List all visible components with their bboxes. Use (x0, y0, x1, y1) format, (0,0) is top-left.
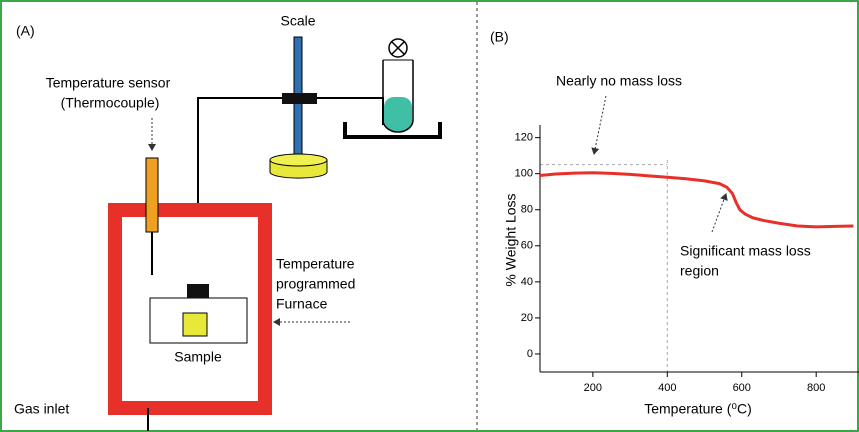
sensor-label: (Thermocouple) (61, 95, 160, 111)
furnace-label: Temperature (276, 256, 355, 272)
y-tick-label: 0 (527, 348, 533, 360)
x-tick-label: 400 (658, 382, 676, 394)
panel-b: (B) Temperature (⁰C) % Weight Loss Nearl… (490, 29, 859, 417)
y-tick-label: 20 (521, 312, 533, 324)
y-tick-label: 120 (515, 132, 533, 144)
y-tick-label: 80 (521, 204, 533, 216)
panel-label: (B) (490, 29, 509, 45)
sample-block (182, 312, 208, 337)
liquid (384, 97, 412, 131)
thermocouple (145, 157, 159, 233)
furnace-label: programmed (276, 276, 355, 292)
arrow (591, 95, 607, 155)
data-line (539, 171, 854, 229)
valve-x (391, 41, 405, 55)
tube (382, 60, 414, 133)
annotation: Nearly no mass loss (556, 73, 682, 89)
x-tick-label: 600 (733, 382, 751, 394)
gas-inlet-label: Gas inlet (14, 401, 69, 417)
y-tick-label: 100 (515, 168, 533, 180)
y-tick-label: 60 (521, 240, 533, 252)
annotation: region (680, 263, 719, 279)
x-axis-label: Temperature (⁰C) (644, 401, 752, 417)
x-tick-label: 200 (584, 382, 602, 394)
y-tick-label: 40 (521, 276, 533, 288)
annotation: Significant mass loss (680, 243, 811, 259)
y-axis-label: % Weight Loss (503, 193, 519, 286)
sample-label: Sample (174, 349, 222, 365)
arrow (711, 193, 728, 233)
holder (187, 284, 209, 298)
panel-label: (A) (16, 23, 35, 39)
scale-label: Scale (280, 13, 315, 29)
tray (343, 122, 442, 139)
furnace-label: Furnace (276, 296, 328, 312)
weight-top (269, 153, 328, 167)
sensor-label: Temperature sensor (46, 75, 171, 91)
panel-a: (A) Scale Temperature sensor (Thermocoup… (14, 13, 442, 431)
clamp (282, 93, 317, 104)
x-tick-label: 800 (807, 382, 825, 394)
